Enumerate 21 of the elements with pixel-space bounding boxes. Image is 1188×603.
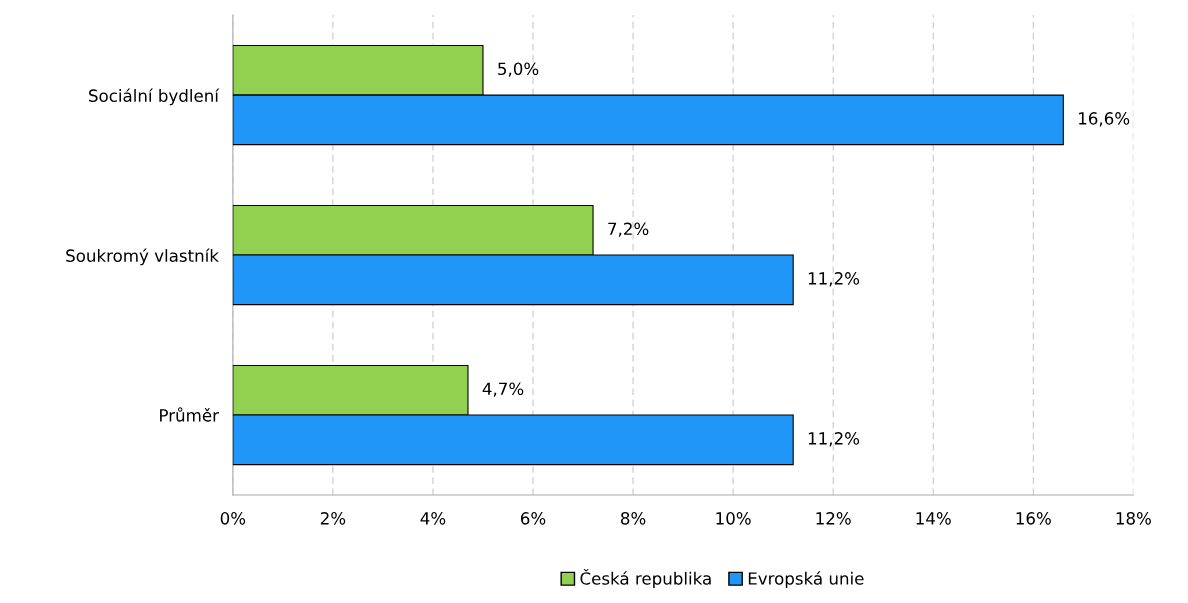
- data-label: 11,2%: [808, 272, 860, 287]
- x-tick-label: 0%: [220, 512, 246, 525]
- x-tick-label: 4%: [420, 512, 446, 525]
- data-label: 11,2%: [808, 432, 860, 447]
- legend-label: Česká republika: [580, 569, 711, 588]
- data-label: 5,0%: [498, 62, 539, 77]
- data-label: 16,6%: [1079, 112, 1130, 127]
- x-tick-label: 6%: [520, 512, 546, 525]
- x-tick-label: 18%: [1116, 512, 1151, 525]
- x-tick-label: 2%: [320, 512, 346, 525]
- x-tick-label: 8%: [620, 512, 646, 525]
- y-tick-label: Průměr: [160, 407, 219, 422]
- x-tick-label: 10%: [716, 512, 751, 525]
- x-tick-label: 12%: [816, 512, 851, 525]
- x-tick-label: 16%: [1016, 512, 1051, 525]
- y-tick-label: Soukromý vlastník: [66, 248, 219, 266]
- data-label: 4,7%: [482, 382, 524, 397]
- y-tick-label: Sociální bydlení: [89, 88, 220, 106]
- x-tick-label: 14%: [916, 512, 951, 525]
- legend-label: Evropská unie: [748, 571, 864, 588]
- data-label: 7,2%: [608, 222, 649, 237]
